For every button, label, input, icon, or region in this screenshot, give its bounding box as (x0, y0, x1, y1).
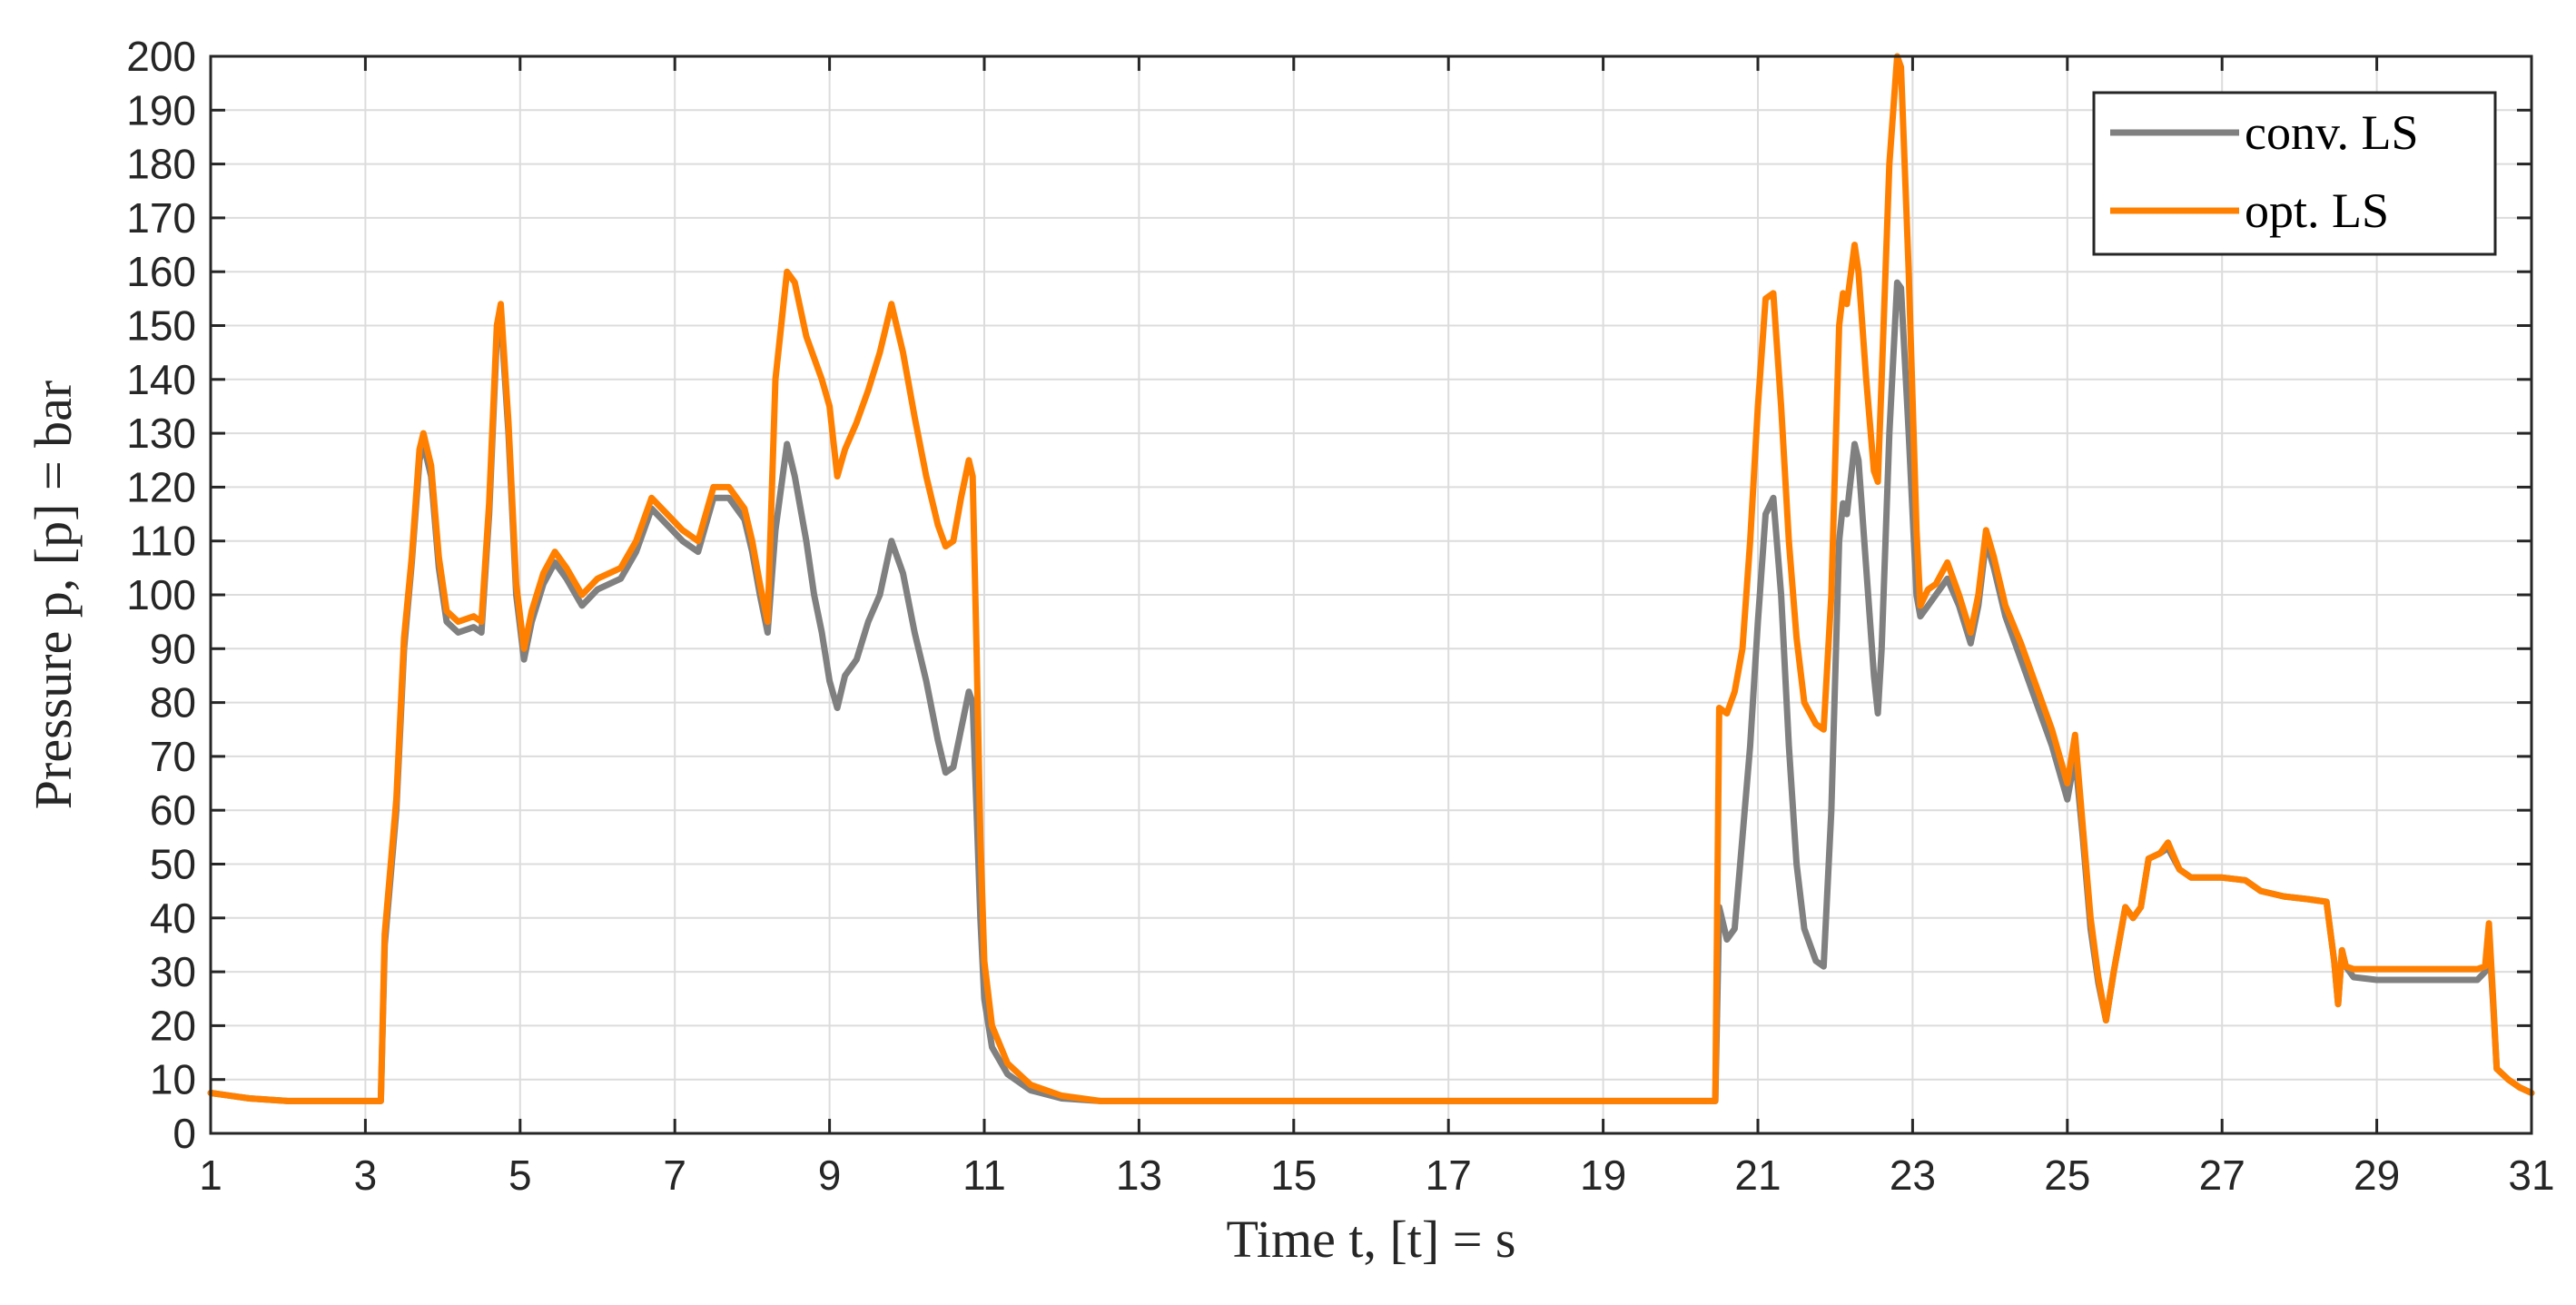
x-tick-label: 31 (2508, 1152, 2554, 1199)
x-tick-label: 17 (1426, 1152, 1472, 1199)
y-tick-label: 80 (150, 679, 196, 727)
legend-label-conv-ls: conv. LS (2245, 105, 2418, 160)
axis-ticks (209, 54, 2533, 1135)
x-tick-label: 3 (354, 1152, 378, 1199)
x-tick-label: 15 (1270, 1152, 1317, 1199)
legend: conv. LS opt. LS (2092, 91, 2497, 256)
y-tick-label: 0 (173, 1110, 196, 1157)
y-tick-label: 60 (150, 786, 196, 834)
tick-labels: 1 3 5 7 9 11 13 15 17 19 21 23 25 27 29 310102030405060… (126, 33, 2554, 1199)
x-tick-label: 23 (1890, 1152, 1936, 1199)
y-tick-label: 10 (150, 1056, 196, 1103)
y-tick-label: 30 (150, 948, 196, 995)
y-tick-label: 180 (126, 141, 196, 188)
x-tick-label: 27 (2199, 1152, 2245, 1199)
y-axis-label: Pressure p, [p] = bar (24, 381, 83, 809)
y-tick-label: 150 (126, 302, 196, 350)
x-tick-label: 1 (199, 1152, 222, 1199)
y-tick-label: 160 (126, 248, 196, 295)
y-tick-label: 120 (126, 463, 196, 510)
x-axis-label: Time t, [t] = s (1227, 1210, 1516, 1269)
y-tick-label: 90 (150, 625, 196, 672)
y-tick-label: 50 (150, 841, 196, 888)
y-tick-label: 40 (150, 895, 196, 942)
legend-label-opt-ls: opt. LS (2245, 183, 2389, 238)
x-tick-label: 13 (1116, 1152, 1162, 1199)
y-tick-label: 170 (126, 194, 196, 242)
series-line-opt-ls (207, 53, 2535, 1104)
y-tick-label: 190 (126, 86, 196, 133)
legend-box (2092, 91, 2497, 256)
y-tick-label: 140 (126, 356, 196, 403)
x-tick-label: 21 (1734, 1152, 1781, 1199)
x-tick-label: 11 (962, 1152, 1006, 1199)
x-tick-label: 9 (818, 1152, 842, 1199)
series-layer (207, 53, 2535, 1104)
y-tick-label: 100 (126, 571, 196, 618)
y-tick-label: 200 (126, 33, 196, 80)
x-tick-label: 25 (2044, 1152, 2090, 1199)
y-tick-label: 110 (130, 518, 196, 565)
y-tick-label: 20 (150, 1002, 196, 1049)
x-tick-label: 19 (1580, 1152, 1626, 1199)
x-tick-label: 29 (2354, 1152, 2400, 1199)
x-tick-label: 5 (508, 1152, 532, 1199)
x-tick-label: 7 (663, 1152, 686, 1199)
y-tick-label: 70 (150, 733, 196, 780)
y-tick-label: 130 (126, 410, 196, 457)
